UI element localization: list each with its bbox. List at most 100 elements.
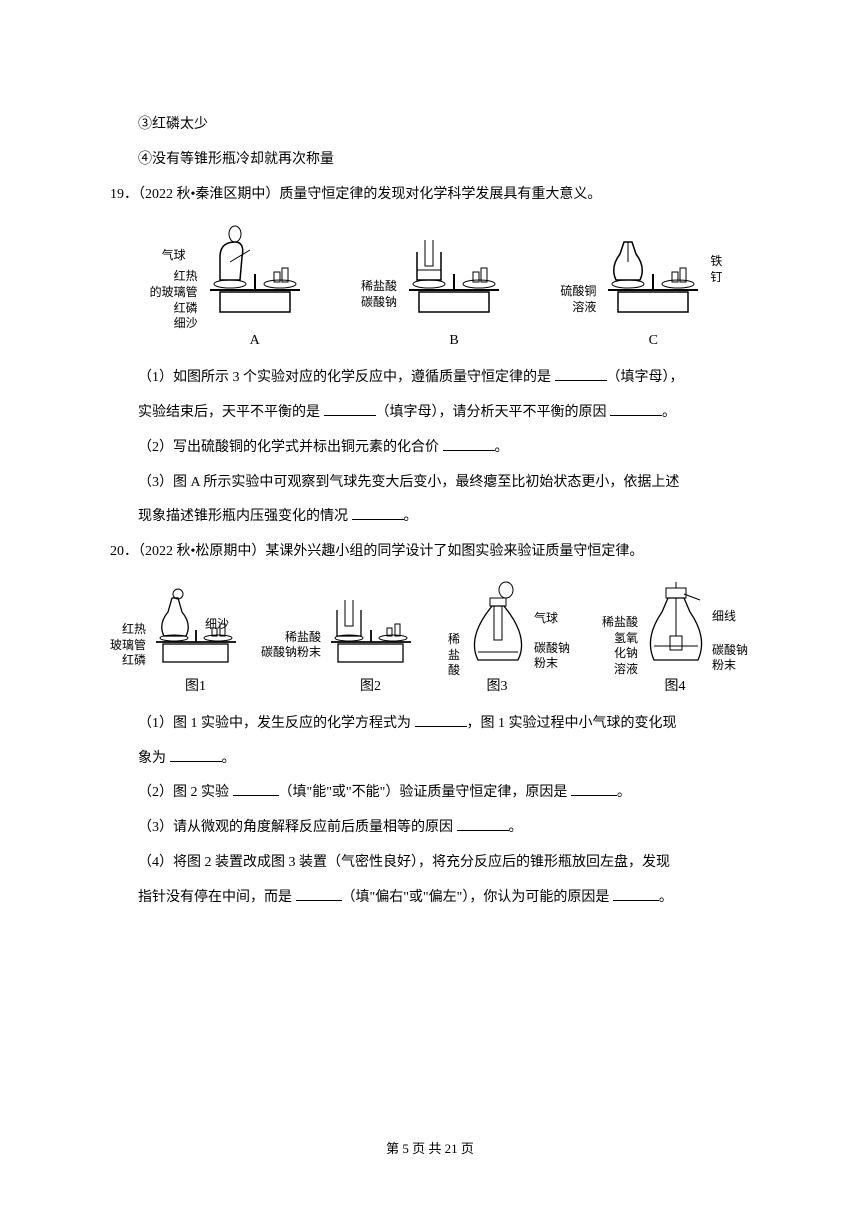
q20-1a-text: （1）图 1 实验中，发生反应的化学方程式为 xyxy=(138,716,415,731)
l3r2: 粉末 xyxy=(534,656,570,672)
l1c: 红磷 xyxy=(110,653,146,669)
footer-suffix: 页 xyxy=(458,1141,474,1156)
apparatus-1: 图1 xyxy=(148,588,243,703)
apparatus-2: 图2 xyxy=(323,588,418,703)
label-c-l1: 硫酸铜 xyxy=(560,284,596,300)
apparatus-b: B xyxy=(399,222,509,357)
app4-labels-r: 细线 碳酸钠 粉末 xyxy=(712,609,748,674)
q19-3c-text: 。 xyxy=(404,509,418,524)
apparatus-c-labels-l: 硫酸铜 溶液 xyxy=(560,284,596,315)
label-b-2: 碳酸钠 xyxy=(361,295,397,311)
apparatus-a: A xyxy=(200,222,310,357)
q19-1-line2: 实验结束后，天平不平衡的是 （填字母），请分析天平不平衡的原因 。 xyxy=(110,398,750,429)
caption-3: 图3 xyxy=(486,672,507,703)
apparatus-a-labels: 气球 红热 的玻璃管 红磷 细沙 xyxy=(150,248,198,332)
label-a-3: 红磷 xyxy=(150,301,198,317)
label-c-l2: 溶液 xyxy=(560,300,596,316)
blank-8[interactable] xyxy=(233,782,279,796)
q19-1a-text: （1）如图所示 3 个实验对应的化学反应中，遵循质量守恒定律的是 xyxy=(138,370,555,385)
l2a: 稀盐酸 xyxy=(261,630,321,646)
q19-3-line1: （3）图 A 所示实验中可观察到气球先变大后变小，最终瘪至比初始状态更小，依据上… xyxy=(110,468,750,499)
q19-2-line: （2）写出硫酸铜的化学式并标出铜元素的化合价 。 xyxy=(110,433,750,464)
q19-1e-text: 。 xyxy=(662,405,676,420)
apparatus-3: 图3 xyxy=(462,580,532,703)
q20-diagram-row: 红热 玻璃管 红磷 图1 细沙 稀盐酸 碳酸钠粉末 xyxy=(110,580,750,703)
blank-11[interactable] xyxy=(296,887,342,901)
l4a: 稀盐酸 xyxy=(602,615,638,631)
q20-4c-text: （填"偏右"或"偏左"），你认为可能的原因是 xyxy=(342,890,613,905)
blank-5[interactable] xyxy=(352,506,404,520)
q20-1d-text: 。 xyxy=(222,751,236,766)
footer-prefix: 第 xyxy=(386,1141,402,1156)
q19-2a-text: （2）写出硫酸铜的化学式并标出铜元素的化合价 xyxy=(138,440,443,455)
blank-3[interactable] xyxy=(610,402,662,416)
apparatus-4-wrapper: 稀盐酸 氢氧 化钠 溶液 图4 细线 碳酸钠 粉末 xyxy=(602,580,750,703)
label-a-4: 细沙 xyxy=(150,316,198,332)
flask-3-icon xyxy=(462,580,532,668)
l3top: 气球 xyxy=(534,611,570,627)
balance-2-icon xyxy=(323,588,418,668)
blank-7[interactable] xyxy=(170,748,222,762)
apparatus-a-wrapper: 气球 红热 的玻璃管 红磷 细沙 A xyxy=(150,222,310,357)
caption-b: B xyxy=(449,326,458,357)
q20-3b-text: 。 xyxy=(509,820,523,835)
balance-c-icon xyxy=(598,222,708,322)
blank-6[interactable] xyxy=(415,713,467,727)
l3c: 酸 xyxy=(448,663,460,679)
app3-labels-r: 气球 碳酸钠 粉末 xyxy=(534,611,570,672)
q20-1-line1: （1）图 1 实验中，发生反应的化学方程式为 ，图 1 实验过程中小气球的变化现 xyxy=(110,709,750,740)
app4-labels-l: 稀盐酸 氢氧 化钠 溶液 xyxy=(602,615,638,677)
l4top: 细线 xyxy=(712,609,748,625)
l3a: 稀 xyxy=(448,632,460,648)
apparatus-3-wrapper: 稀 盐 酸 图3 气球 碳酸钠 粉末 xyxy=(448,580,572,703)
q20-1c-text: 象为 xyxy=(138,751,170,766)
l4c: 化钠 xyxy=(602,646,638,662)
label-a-2: 的玻璃管 xyxy=(150,285,198,301)
q20-2b-text: （填"能"或"不能"）验证质量守恒定律，原因是 xyxy=(279,785,571,800)
caption-1: 图1 xyxy=(185,672,206,703)
flask-4-icon xyxy=(640,580,710,668)
l4r2: 粉末 xyxy=(712,658,748,674)
q19-diagram-row: 气球 红热 的玻璃管 红磷 细沙 A 稀盐酸 碳酸 xyxy=(110,222,750,357)
page-footer: 第 5 页 共 21 页 xyxy=(0,1135,860,1164)
caption-c: C xyxy=(649,326,658,357)
q19-1b-text: （填字母）， xyxy=(607,370,684,385)
blank-1[interactable] xyxy=(555,367,607,381)
footer-mid: 页 共 xyxy=(409,1141,445,1156)
footer-total: 21 xyxy=(445,1141,458,1156)
l4d: 溶液 xyxy=(602,662,638,678)
q20-4b-text: 指针没有停在中间，而是 xyxy=(138,890,296,905)
l1a: 红热 xyxy=(110,622,146,638)
q20-2c-text: 。 xyxy=(617,785,631,800)
blank-10[interactable] xyxy=(457,817,509,831)
option-3: ③红磷太少 xyxy=(110,110,750,141)
q19-3b-text: 现象描述锥形瓶内压强变化的情况 xyxy=(138,509,352,524)
blank-2[interactable] xyxy=(324,402,376,416)
q20-4-line2: 指针没有停在中间，而是 （填"偏右"或"偏左"），你认为可能的原因是 。 xyxy=(110,883,750,914)
label-a-top: 气球 xyxy=(150,248,198,264)
label-c-r1: 铁 xyxy=(710,254,722,270)
apparatus-c-wrapper: 硫酸铜 溶液 C 铁 钉 xyxy=(560,222,724,357)
l1b: 玻璃管 xyxy=(110,638,146,654)
blank-12[interactable] xyxy=(613,887,659,901)
blank-4[interactable] xyxy=(443,437,495,451)
apparatus-c: C xyxy=(598,222,708,357)
blank-9[interactable] xyxy=(571,782,617,796)
balance-a-icon xyxy=(200,222,310,322)
l1r: 细沙 xyxy=(205,617,229,633)
l2b: 碳酸钠粉末 xyxy=(261,645,321,661)
option-4: ④没有等锥形瓶冷却就再次称量 xyxy=(110,145,750,176)
app1-label-r: 细沙 xyxy=(205,617,229,633)
q20-4d-text: 。 xyxy=(659,890,673,905)
q19-1d-text: （填字母），请分析天平不平衡的原因 xyxy=(376,405,611,420)
q20-1b-text: ，图 1 实验过程中小气球的变化现 xyxy=(467,716,677,731)
q20-2-line: （2）图 2 实验 （填"能"或"不能"）验证质量守恒定律，原因是 。 xyxy=(110,778,750,809)
q20-2a-text: （2）图 2 实验 xyxy=(138,785,233,800)
q19-3-line2: 现象描述锥形瓶内压强变化的情况 。 xyxy=(110,502,750,533)
apparatus-b-labels: 稀盐酸 碳酸钠 xyxy=(361,279,397,310)
caption-2: 图2 xyxy=(360,672,381,703)
q19-1c-text: 实验结束后，天平不平衡的是 xyxy=(138,405,324,420)
apparatus-4: 图4 xyxy=(640,580,710,703)
q20-1-line2: 象为 。 xyxy=(110,744,750,775)
balance-b-icon xyxy=(399,222,509,322)
